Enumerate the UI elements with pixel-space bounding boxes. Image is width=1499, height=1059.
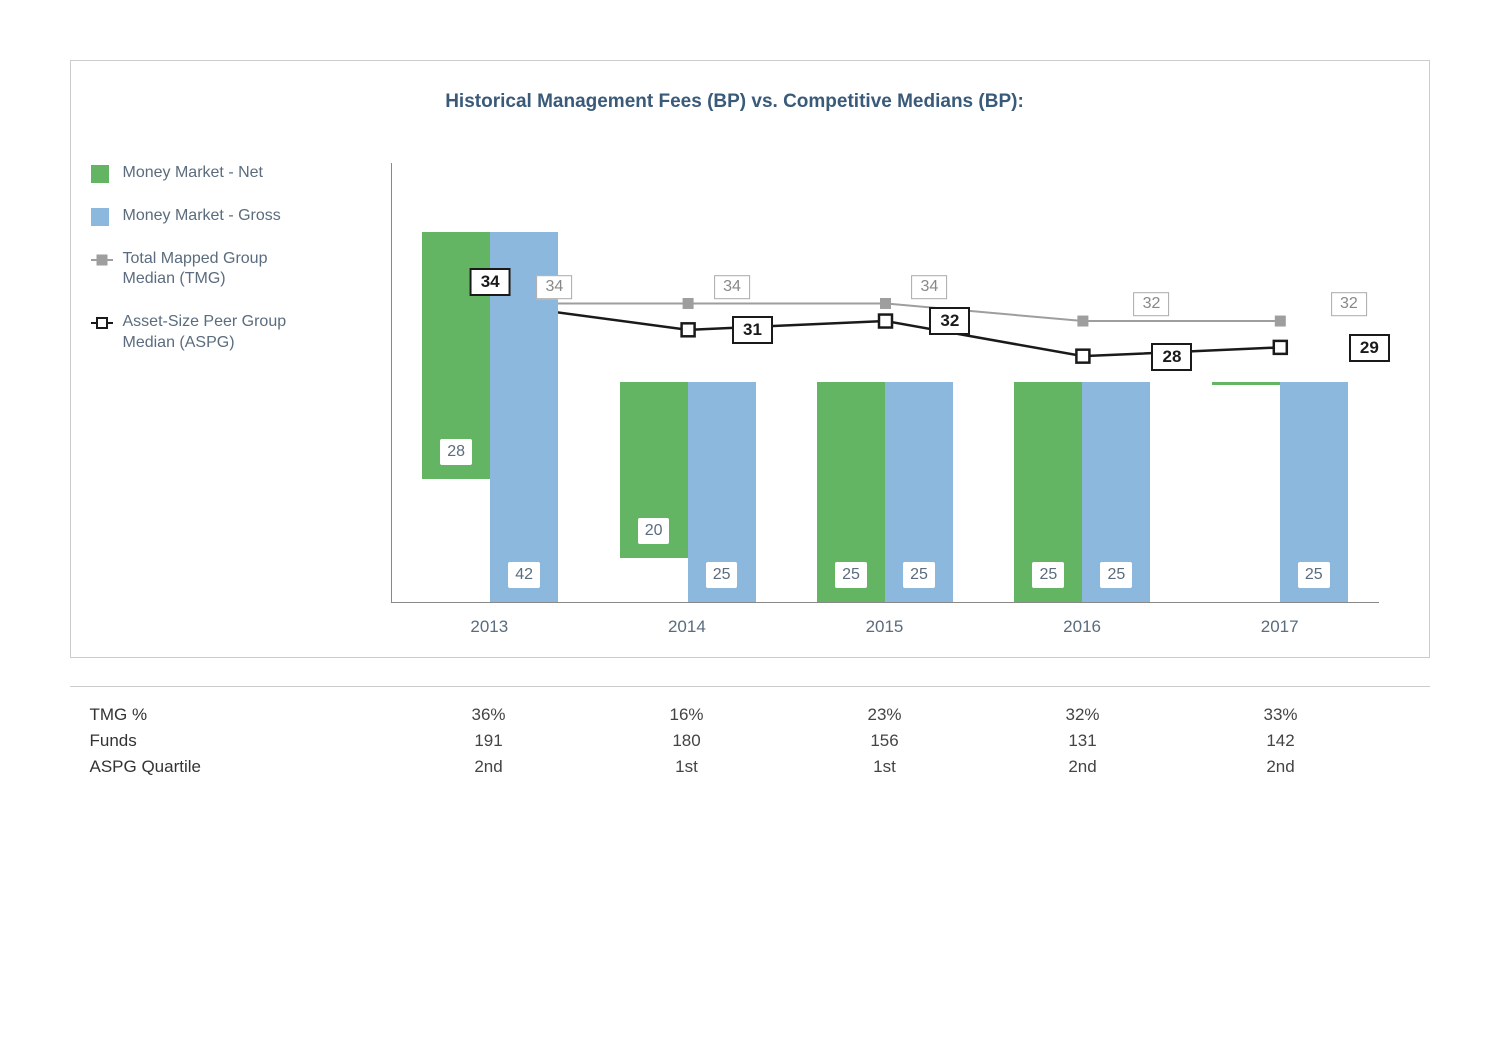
table-cell: 33%	[1182, 705, 1380, 725]
aspg-point-label: 29	[1349, 334, 1390, 362]
bar-value-label: 25	[706, 562, 738, 588]
bar-gross: 25	[688, 382, 756, 602]
bar-value-label: 25	[1100, 562, 1132, 588]
bar-net: 20	[620, 382, 688, 558]
legend-line-swatch	[91, 314, 113, 332]
legend-line-swatch	[91, 251, 113, 269]
table-row-label: ASPG Quartile	[90, 757, 390, 777]
table-cell: 2nd	[390, 757, 588, 777]
bar-gross: 25	[885, 382, 953, 602]
chart-main: Money Market - Net Money Market - Gross To…	[91, 163, 1379, 637]
table-cell: 1st	[786, 757, 984, 777]
plot-wrapper: 28422025252525252534343432323431322829 2…	[391, 163, 1379, 637]
bar-value-label: 25	[1298, 562, 1330, 588]
table-row-label: Funds	[90, 731, 390, 751]
bar-net: 25	[817, 382, 885, 602]
bar-group: 25 25	[1014, 382, 1150, 602]
bar-value-label: 25	[835, 562, 867, 588]
table-cell: 180	[588, 731, 786, 751]
table-cells: 191180156131142	[390, 731, 1380, 751]
legend-swatch	[91, 165, 109, 183]
x-axis-label: 2014	[588, 617, 786, 637]
tmg-point-label: 34	[714, 275, 750, 299]
data-table: TMG %36%16%23%32%33%Funds191180156131142…	[70, 686, 1430, 797]
legend-item: Money Market - Net	[91, 163, 391, 184]
chart-panel: Historical Management Fees (BP) vs. Comp…	[70, 60, 1430, 658]
table-cell: 156	[786, 731, 984, 751]
bar-group: 25 25	[817, 382, 953, 602]
legend-item: Total Mapped Group Median (TMG)	[91, 249, 391, 291]
chart-title: Historical Management Fees (BP) vs. Comp…	[91, 91, 1379, 113]
bar-group: 25	[1212, 382, 1348, 602]
table-cell: 36%	[390, 705, 588, 725]
x-axis-label: 2017	[1181, 617, 1379, 637]
chart-container: Historical Management Fees (BP) vs. Comp…	[70, 60, 1430, 797]
bar-gross: 25	[1280, 382, 1348, 602]
table-cell: 23%	[786, 705, 984, 725]
legend-label: Money Market - Net	[123, 163, 263, 184]
legend-item: Asset-Size Peer Group Median (ASPG)	[91, 312, 391, 354]
x-axis-label: 2015	[786, 617, 984, 637]
bar-net: 25	[1014, 382, 1082, 602]
table-cell: 16%	[588, 705, 786, 725]
x-axis: 20132014201520162017	[391, 617, 1379, 637]
table-row: TMG %36%16%23%32%33%	[90, 705, 1380, 725]
table-row: Funds191180156131142	[90, 731, 1380, 751]
bar-group: 2025	[620, 382, 756, 602]
table-cell: 131	[984, 731, 1182, 751]
bar-value-label: 20	[638, 518, 670, 544]
legend-label: Money Market - Gross	[123, 206, 281, 227]
legend: Money Market - Net Money Market - Gross To…	[91, 163, 391, 637]
bar-net	[1212, 382, 1280, 385]
aspg-point-label: 31	[732, 316, 773, 344]
x-axis-label: 2016	[983, 617, 1181, 637]
tmg-point-label: 32	[1134, 293, 1170, 317]
tmg-point-label: 34	[912, 275, 948, 299]
plot-area: 28422025252525252534343432323431322829	[391, 163, 1379, 603]
aspg-point-label: 32	[929, 307, 970, 335]
legend-label: Asset-Size Peer Group Median (ASPG)	[123, 312, 323, 354]
bar-value-label: 25	[1032, 562, 1064, 588]
aspg-point-label: 28	[1151, 343, 1192, 371]
table-cell: 32%	[984, 705, 1182, 725]
table-cells: 2nd1st1st2nd2nd	[390, 757, 1380, 777]
bar-value-label: 28	[440, 439, 472, 465]
legend-item: Money Market - Gross	[91, 206, 391, 227]
bar-value-label: 25	[903, 562, 935, 588]
table-cell: 2nd	[1182, 757, 1380, 777]
tmg-point-label: 34	[536, 275, 572, 299]
bar-gross: 25	[1082, 382, 1150, 602]
table-row: ASPG Quartile2nd1st1st2nd2nd	[90, 757, 1380, 777]
legend-label: Total Mapped Group Median (TMG)	[123, 249, 323, 291]
bar-value-label: 42	[508, 562, 540, 588]
aspg-point-label: 34	[470, 268, 511, 296]
x-axis-label: 2013	[391, 617, 589, 637]
table-row-label: TMG %	[90, 705, 390, 725]
table-cell: 142	[1182, 731, 1380, 751]
table-cells: 36%16%23%32%33%	[390, 705, 1380, 725]
tmg-point-label: 32	[1331, 293, 1367, 317]
table-cell: 1st	[588, 757, 786, 777]
table-cell: 2nd	[984, 757, 1182, 777]
table-cell: 191	[390, 731, 588, 751]
legend-swatch	[91, 208, 109, 226]
